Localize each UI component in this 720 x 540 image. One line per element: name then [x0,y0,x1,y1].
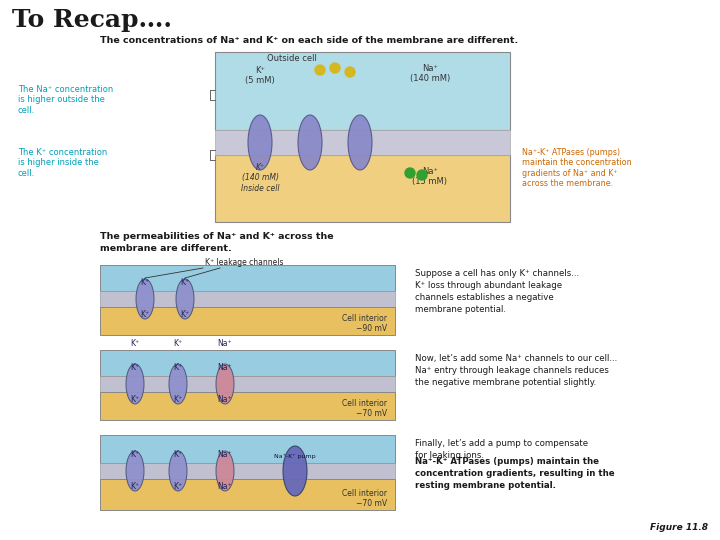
Text: K⁺: K⁺ [130,395,140,404]
Circle shape [315,65,325,75]
Text: K⁺
(5 mM): K⁺ (5 mM) [245,66,275,85]
Circle shape [417,170,427,180]
Text: K⁺: K⁺ [174,363,183,372]
Text: Na⁺: Na⁺ [217,339,233,348]
Text: Na⁺
(140 mM): Na⁺ (140 mM) [410,64,450,83]
Ellipse shape [169,364,187,404]
Text: K⁺: K⁺ [174,395,183,404]
Text: Na⁺: Na⁺ [217,363,233,372]
Bar [100,291,395,307]
Text: Cell interior
−70 mV: Cell interior −70 mV [342,399,387,418]
Text: Na⁺: Na⁺ [217,395,233,404]
Bar [100,392,395,420]
Text: K⁺: K⁺ [174,482,183,491]
Text: Now, let’s add some Na⁺ channels to our cell...
Na⁺ entry through leakage channe: Now, let’s add some Na⁺ channels to our … [415,354,617,387]
Bar [215,155,510,222]
Text: K⁺: K⁺ [130,482,140,491]
Text: Cell interior
−90 mV: Cell interior −90 mV [342,314,387,333]
Text: Outside cell: Outside cell [267,54,317,63]
Text: Figure 11.8: Figure 11.8 [650,523,708,532]
Circle shape [330,63,340,73]
Ellipse shape [176,279,194,319]
Text: K⁺: K⁺ [130,339,140,348]
Text: The permeabilities of Na⁺ and K⁺ across the: The permeabilities of Na⁺ and K⁺ across … [100,232,333,241]
Ellipse shape [216,364,234,404]
Text: membrane are different.: membrane are different. [100,244,232,253]
Text: Na⁺: Na⁺ [217,450,233,459]
Ellipse shape [298,115,322,170]
Text: K⁺ leakage channels: K⁺ leakage channels [205,258,284,267]
Text: K⁺: K⁺ [181,278,189,287]
Text: Na⁺-K⁺ ATPases (pumps)
maintain the concentration
gradients of Na⁺ and K⁺
across: Na⁺-K⁺ ATPases (pumps) maintain the conc… [522,148,631,188]
Text: K⁺: K⁺ [130,450,140,459]
Text: The K⁺ concentration
is higher inside the
cell.: The K⁺ concentration is higher inside th… [18,148,107,178]
Ellipse shape [169,451,187,491]
Text: K⁺: K⁺ [181,310,189,319]
Circle shape [405,168,415,178]
Bar [100,376,395,392]
Ellipse shape [216,451,234,491]
Text: Na⁺-K⁺ ATPases (pumps) maintain the
concentration gradients, resulting in the
re: Na⁺-K⁺ ATPases (pumps) maintain the conc… [415,457,615,490]
Ellipse shape [248,115,272,170]
Circle shape [345,67,355,77]
Text: K⁺: K⁺ [140,310,150,319]
Bar [100,265,395,291]
Bar [215,130,510,155]
Bar [100,350,395,376]
Text: The concentrations of Na⁺ and K⁺ on each side of the membrane are different.: The concentrations of Na⁺ and K⁺ on each… [100,36,518,45]
Ellipse shape [126,364,144,404]
Text: The Na⁺ concentration
is higher outside the
cell.: The Na⁺ concentration is higher outside … [18,85,113,115]
Text: K⁺: K⁺ [174,339,183,348]
Bar [100,307,395,335]
Text: Na⁺-K⁺ pump: Na⁺-K⁺ pump [274,454,316,459]
Text: K⁺: K⁺ [174,450,183,459]
Text: Suppose a cell has only K⁺ channels...
K⁺ loss through abundant leakage
channels: Suppose a cell has only K⁺ channels... K… [415,269,579,314]
Ellipse shape [348,115,372,170]
Text: K⁺: K⁺ [130,363,140,372]
Ellipse shape [136,279,154,319]
Bar [100,435,395,463]
Text: Cell interior
−70 mV: Cell interior −70 mV [342,489,387,508]
Bar [100,479,395,510]
Text: K⁺
(140 mM)
Inside cell: K⁺ (140 mM) Inside cell [240,163,279,193]
Bar [100,463,395,479]
Text: Finally, let’s add a pump to compensate
for leaking ions.: Finally, let’s add a pump to compensate … [415,439,588,460]
Text: K⁺: K⁺ [140,278,150,287]
Bar [215,52,510,130]
Ellipse shape [126,451,144,491]
Text: To Recap….: To Recap…. [12,8,172,32]
Ellipse shape [283,446,307,496]
Text: Na⁺
(15 mM): Na⁺ (15 mM) [413,167,448,186]
Text: Na⁺: Na⁺ [217,482,233,491]
